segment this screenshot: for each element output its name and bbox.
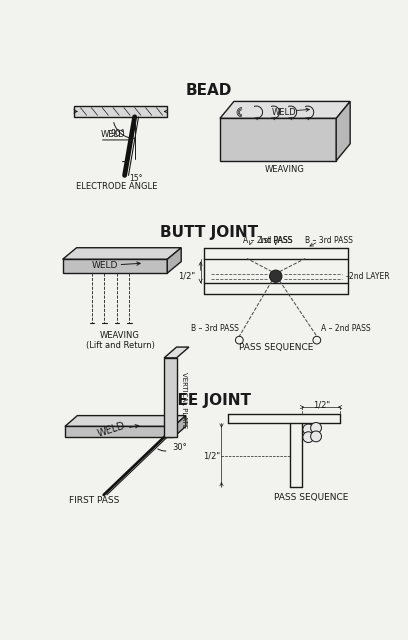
Circle shape [303,432,314,442]
Text: 1/2": 1/2" [313,401,330,410]
Polygon shape [220,101,350,118]
Text: 4: 4 [314,433,318,440]
Polygon shape [336,101,350,161]
Polygon shape [65,415,186,426]
Text: WEAVING
(Lift and Return): WEAVING (Lift and Return) [86,331,154,350]
Polygon shape [164,358,177,437]
Polygon shape [62,259,167,273]
Text: B – 3rd PASS: B – 3rd PASS [191,324,239,333]
Text: A – 2nd PASS: A – 2nd PASS [321,324,370,333]
Text: 2: 2 [314,425,318,431]
Text: WELD: WELD [92,261,118,270]
Text: FIRST PASS: FIRST PASS [69,496,120,505]
Polygon shape [173,415,186,437]
Polygon shape [164,347,189,358]
Text: 1/2": 1/2" [203,451,220,460]
Text: 1/2": 1/2" [178,272,195,281]
Text: B – 3rd PASS: B – 3rd PASS [305,236,353,244]
Circle shape [310,422,322,433]
Text: 2nd LAYER: 2nd LAYER [349,272,390,281]
Circle shape [310,431,322,442]
Text: BUTT JOINT: BUTT JOINT [160,225,258,240]
Text: PASS SEQUENCE: PASS SEQUENCE [239,343,313,353]
Text: WELD: WELD [101,130,125,139]
Polygon shape [65,426,173,437]
Text: 90°: 90° [110,129,125,138]
Text: VERTICAL PLATE: VERTICAL PLATE [181,372,187,428]
Text: 15°: 15° [129,174,142,183]
Text: 30°: 30° [172,444,187,452]
Circle shape [303,424,314,435]
Text: WELD: WELD [96,420,127,438]
Text: PASS SEQUENCE: PASS SEQUENCE [274,493,348,502]
Text: WEAVING: WEAVING [264,166,304,175]
Text: 1: 1 [306,426,310,433]
Circle shape [270,270,282,282]
Polygon shape [220,118,336,161]
Polygon shape [62,248,181,259]
Text: A – 2nd PASS: A – 2nd PASS [243,236,293,244]
Polygon shape [74,106,167,117]
Text: ELECTRODE ANGLE: ELECTRODE ANGLE [76,182,157,191]
Text: TEE JOINT: TEE JOINT [167,393,251,408]
Text: 3: 3 [306,434,310,440]
Text: BEAD: BEAD [186,83,232,98]
Polygon shape [167,248,181,273]
Text: 1st PASS: 1st PASS [259,236,292,244]
Text: WELD: WELD [272,108,297,116]
